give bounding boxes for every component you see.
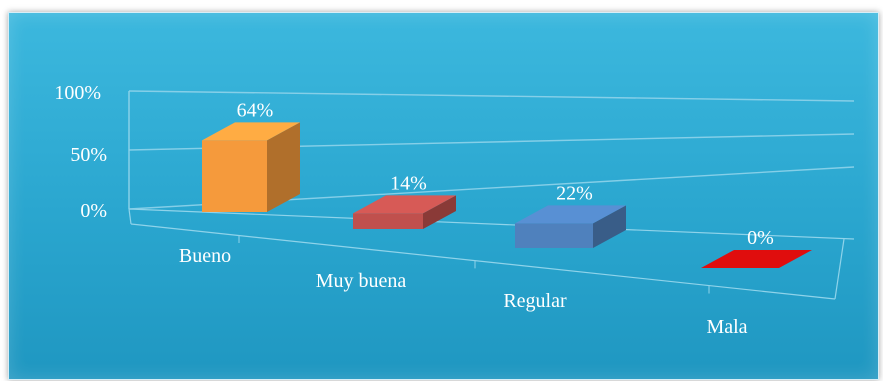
- data-label: 0%: [747, 227, 774, 249]
- bar-muy-buena: [353, 195, 456, 229]
- category-label: Bueno: [179, 245, 231, 267]
- y-tick-label: 50%: [70, 144, 107, 166]
- bar-mala: [701, 250, 812, 268]
- gridline-100: [128, 90, 855, 102]
- bar-top-face: [353, 195, 456, 214]
- category-label: Mala: [706, 316, 747, 338]
- category-label: Regular: [503, 290, 567, 312]
- data-label: 64%: [237, 99, 274, 121]
- bar-flat-face: [701, 250, 812, 268]
- bar-regular: [515, 205, 626, 248]
- y-tick-label: 100%: [54, 82, 101, 104]
- y-tick-label: 0%: [80, 200, 107, 222]
- bar-top-face: [202, 122, 300, 141]
- floor-left-edge: [128, 208, 132, 225]
- floor-right-edge: [834, 238, 845, 300]
- floor-back-edge: [128, 208, 855, 240]
- chart-frame: 0% 50% 100% 64% 14% 22% 0% Bueno Muy buena Regula…: [8, 12, 879, 380]
- bar-side-face: [593, 205, 626, 248]
- bar-front-face: [202, 140, 267, 212]
- floor-front-edge: [130, 223, 836, 300]
- data-label: 14%: [390, 172, 427, 194]
- label-layer: 0% 50% 100% 64% 14% 22% 0% Bueno Muy buena Regula…: [54, 82, 774, 338]
- category-label: Muy buena: [316, 270, 407, 292]
- bar-layer: [202, 122, 812, 268]
- bar-chart-3d: 0% 50% 100% 64% 14% 22% 0% Bueno Muy buena Regula…: [54, 82, 855, 338]
- bar-side-face: [423, 195, 456, 229]
- data-label: 22%: [556, 182, 593, 204]
- bar-top-face: [515, 205, 626, 224]
- bar-front-face: [353, 213, 423, 229]
- bar-bueno: [202, 122, 300, 212]
- bar-side-face: [267, 122, 300, 212]
- bar-front-face: [515, 223, 593, 248]
